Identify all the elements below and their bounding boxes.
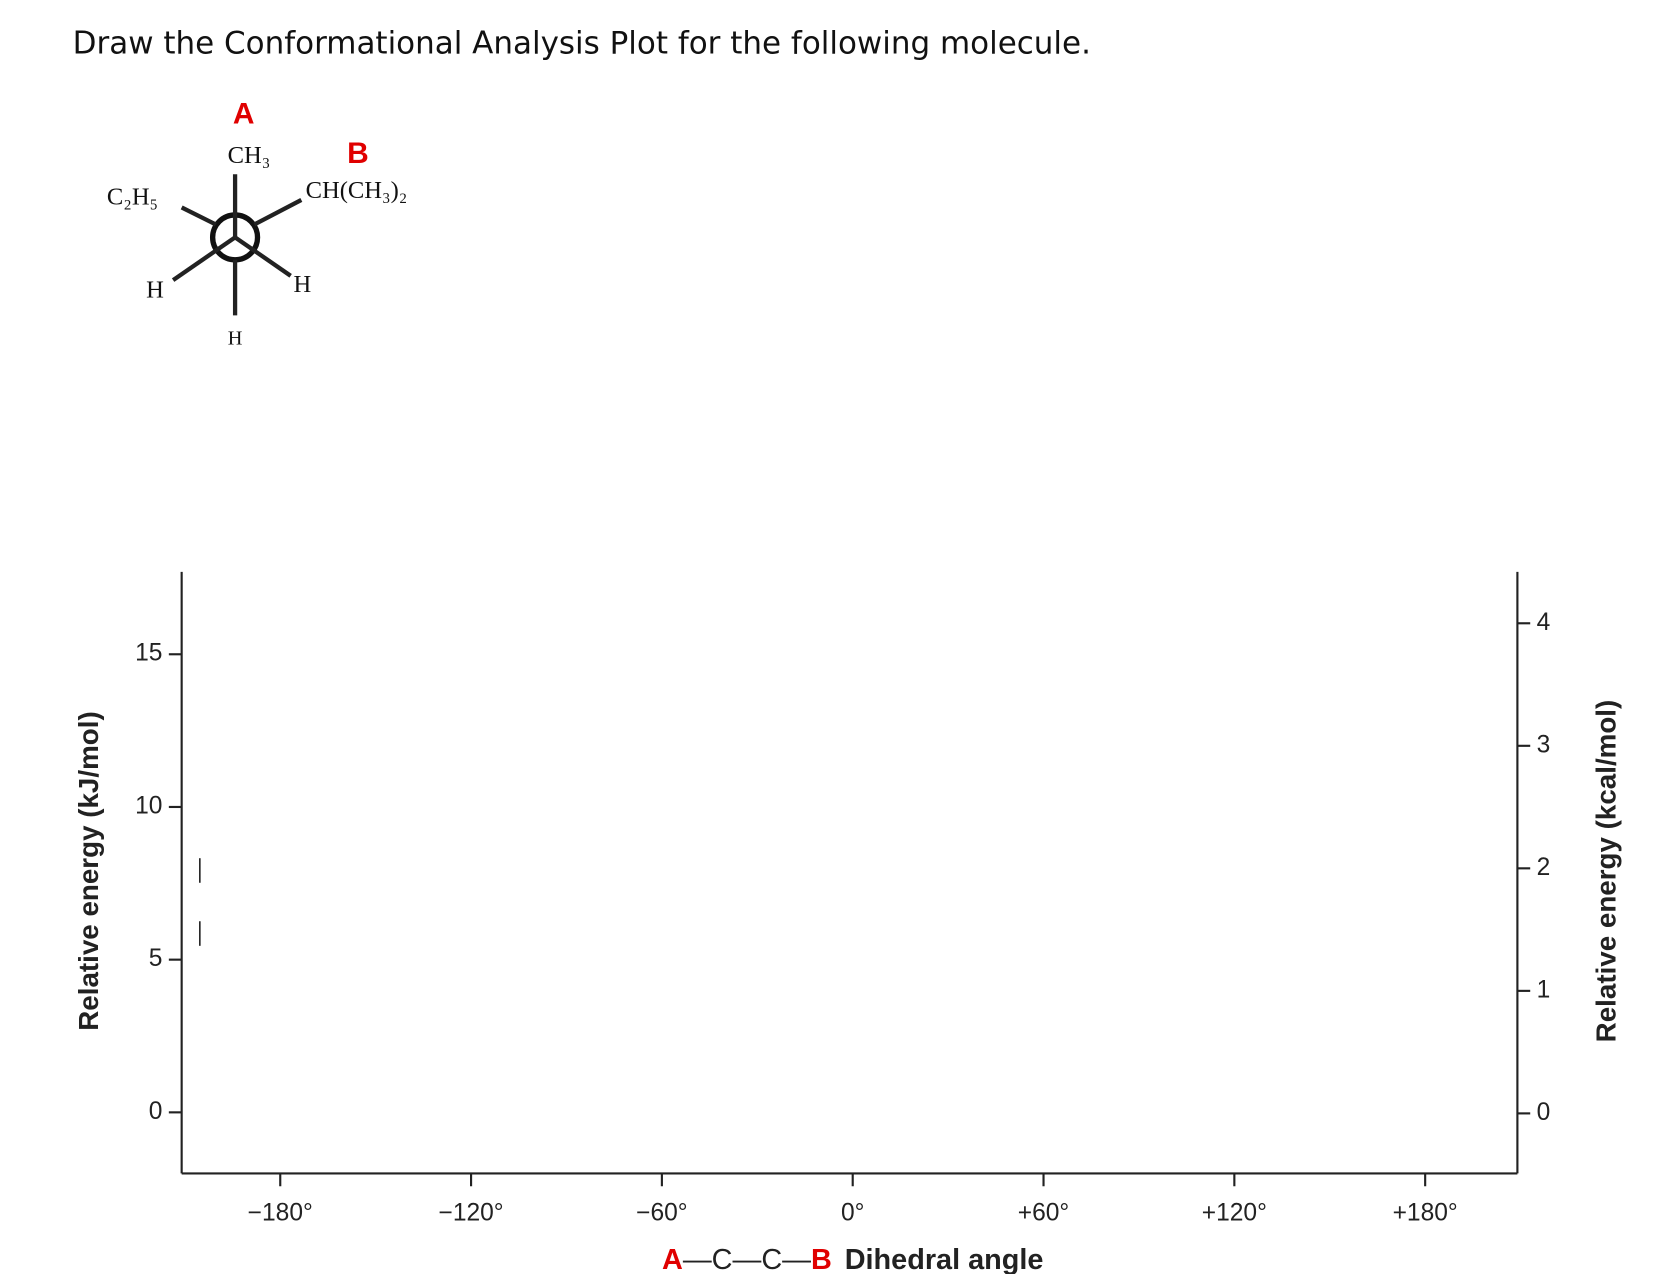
- y2-tick-label: 0: [1537, 1099, 1551, 1126]
- y-tick-label: 15: [135, 640, 162, 667]
- x-axis-label-part: —C—C—: [683, 1244, 811, 1274]
- front-left: H: [146, 276, 164, 303]
- newman-projection: A B CH₃ H H C₂H₅ CH(CH₃)₂ H: [107, 97, 407, 349]
- x-tick-label: −60°: [636, 1200, 688, 1227]
- question: Draw the Conformational Analysis Plot fo…: [73, 26, 1091, 62]
- plot: 0 5 10 15 0 1 2 3 4 −180° −120° −60° 0° +60° +120° +180…: [73, 571, 1622, 1274]
- back-right: CH(CH₃)₂: [306, 177, 408, 204]
- x-tick-label: 0°: [841, 1200, 864, 1227]
- x-tick-label: +120°: [1202, 1200, 1267, 1227]
- bonds: [171, 174, 303, 316]
- back-left: C₂H₅: [107, 184, 158, 211]
- x-axis-label: A—C—C—B Dihedral angle: [662, 1244, 1043, 1274]
- y-tick-label: 0: [149, 1098, 163, 1125]
- x-tick-label: −120°: [438, 1200, 503, 1227]
- x-axis-label-part: A: [662, 1244, 683, 1274]
- x-tick-label: +180°: [1393, 1200, 1458, 1227]
- front-top: CH₃: [228, 142, 271, 169]
- y2-tick-label: 3: [1537, 731, 1551, 758]
- x-axis-label-part: B: [811, 1244, 832, 1274]
- label-a: A: [233, 97, 255, 130]
- y-axis-label: Relative energy (kJ/mol): [73, 711, 104, 1030]
- y2-axis-label: Relative energy (kcal/mol): [1591, 700, 1622, 1043]
- y-tick-label: 5: [149, 945, 163, 972]
- y2-tick-label: 4: [1537, 609, 1551, 636]
- front-right: H: [294, 271, 312, 298]
- y2-tick-label: 1: [1537, 976, 1551, 1003]
- y-tick-label: 10: [135, 792, 162, 819]
- back-bottom: H: [228, 328, 243, 350]
- x-tick-label: −180°: [248, 1200, 313, 1227]
- x-tick-label: +60°: [1018, 1200, 1069, 1227]
- x-axis-label-part: Dihedral angle: [845, 1244, 1044, 1274]
- y2-tick-label: 2: [1537, 854, 1551, 881]
- label-b: B: [347, 137, 369, 170]
